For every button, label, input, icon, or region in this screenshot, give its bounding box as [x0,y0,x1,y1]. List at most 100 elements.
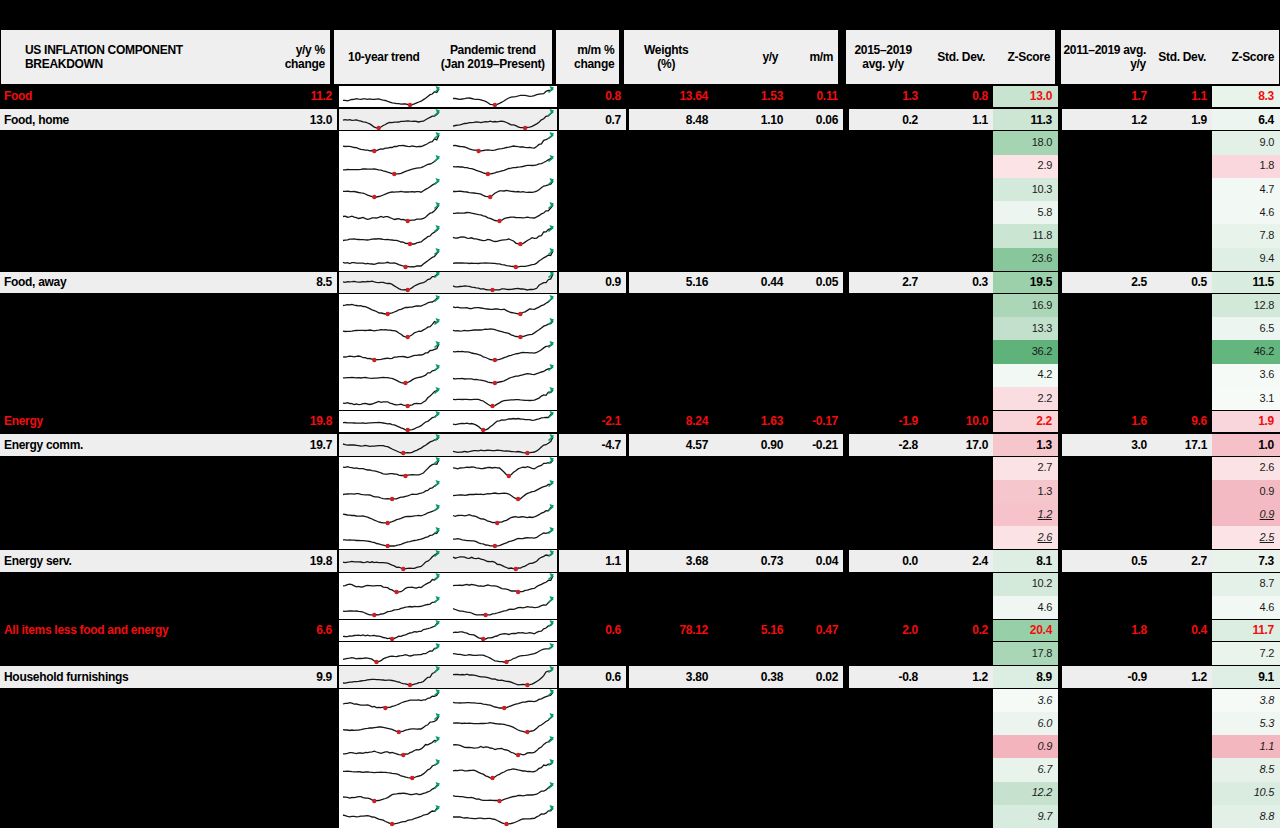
table-row: 6.05.3 [0,712,1280,735]
avg-2015-2019-value [849,201,923,224]
mm-contribution-value [788,735,843,758]
component-label [0,457,262,480]
sparkline-10yr-trend [340,155,442,177]
sparkline-10yr-trend [340,225,442,247]
std-dev-2-value: 0.4 [1152,619,1212,642]
z-score-2-value: 9.4 [1212,248,1280,271]
std-dev-1-value: 2.4 [923,549,993,572]
z-score-2-value: 8.3 [1212,85,1280,108]
table-row: Energy comm.19.7-4.74.570.90-0.21-2.817.… [0,433,1280,456]
z-score-1-value: 4.6 [993,596,1058,619]
std-dev-2-value [1152,805,1212,828]
yy-contribution-value [713,503,788,526]
sparkline-pandemic-trend [450,620,556,642]
component-label: Food, away [0,271,262,294]
mm-change-value: 0.6 [559,619,626,642]
weight-value [629,642,713,665]
sparkline-cell [339,805,557,828]
std-dev-1-value [923,201,993,224]
avg-2015-2019-value: 0.2 [849,108,923,131]
mm-contribution-value [788,805,843,828]
sparkline-10yr-trend [340,434,442,456]
yy-change-value [262,364,337,387]
mm-contribution-value [788,131,843,154]
std-dev-2-value [1152,294,1212,317]
std-dev-2-value [1152,689,1212,712]
component-label: Energy comm. [0,433,262,456]
mm-change-value [559,573,626,596]
mm-contribution-value [788,782,843,805]
sparkline-cell [339,340,557,363]
yy-change-value: 19.7 [262,433,337,456]
weight-value: 78.12 [629,619,713,642]
table-row: 0.91.1 [0,735,1280,758]
std-dev-1-value: 0.3 [923,271,993,294]
sparkline-pandemic-trend [450,480,556,502]
avg-2015-2019-value [849,178,923,201]
table-row: 1.20.9 [0,503,1280,526]
weight-value [629,201,713,224]
yy-change-value: 19.8 [262,549,337,572]
avg-2011-2019-value: 2.5 [1062,271,1152,294]
sparkline-10yr-trend [340,643,442,665]
std-dev-1-value [923,480,993,503]
sparkline-cell [339,433,557,456]
weight-value [629,712,713,735]
z-score-2-value: 1.0 [1212,433,1280,456]
z-score-1-value: 19.5 [993,271,1058,294]
yy-change-value [262,642,337,665]
avg-2011-2019-value: 1.2 [1062,108,1152,131]
std-dev-1-value [923,178,993,201]
table-row: 10.34.7 [0,178,1280,201]
weight-value [629,526,713,549]
avg-2011-2019-value [1062,224,1152,247]
sparkline-cell [339,596,557,619]
yy-contribution-value [713,248,788,271]
avg-2011-2019-value [1062,712,1152,735]
yy-contribution-value [713,712,788,735]
table-row: 13.36.5 [0,317,1280,340]
weight-value [629,178,713,201]
std-dev-2-value [1152,457,1212,480]
z-score-2-value: 12.8 [1212,294,1280,317]
yy-contribution-value [713,317,788,340]
z-score-1-value: 2.2 [993,387,1058,410]
std-dev-2-value: 17.1 [1152,433,1212,456]
mm-change-value [559,201,626,224]
yy-contribution-value [713,155,788,178]
z-score-2-value: 4.6 [1212,201,1280,224]
avg-2015-2019-value [849,248,923,271]
z-score-1-value: 10.2 [993,573,1058,596]
z-score-2-value: 46.2 [1212,340,1280,363]
avg-2011-2019-value [1062,480,1152,503]
avg-2015-2019-value: 0.0 [849,549,923,572]
sparkline-pandemic-trend [450,457,556,479]
component-label [0,364,262,387]
header-component-box: US INFLATION COMPONENT BREAKDOWN y/y % c… [0,29,331,85]
sparkline-pandemic-trend [450,271,556,293]
z-score-1-value: 2.7 [993,457,1058,480]
weight-value: 8.48 [629,108,713,131]
avg-2015-2019-value: -0.8 [849,665,923,688]
yy-contribution-value: 0.73 [713,549,788,572]
component-label [0,155,262,178]
avg-2011-2019-value [1062,178,1152,201]
table-row: Energy serv.19.81.13.680.730.040.02.48.1… [0,549,1280,572]
table-row: 1.30.9 [0,480,1280,503]
std-dev-1-value [923,294,993,317]
header-z-score-2: Z-Score [1211,30,1279,84]
yy-change-value [262,503,337,526]
z-score-1-value: 20.4 [993,619,1058,642]
mm-contribution-value [788,526,843,549]
std-dev-2-value [1152,364,1212,387]
sparkline-cell [339,619,557,642]
sparkline-cell [339,410,557,433]
yy-contribution-value [713,201,788,224]
table-row: 23.69.4 [0,248,1280,271]
yy-change-value [262,526,337,549]
yy-contribution-value [713,294,788,317]
sparkline-10yr-trend [340,550,442,572]
std-dev-1-value [923,317,993,340]
yy-contribution-value [713,735,788,758]
z-score-2-value: 11.7 [1212,619,1280,642]
